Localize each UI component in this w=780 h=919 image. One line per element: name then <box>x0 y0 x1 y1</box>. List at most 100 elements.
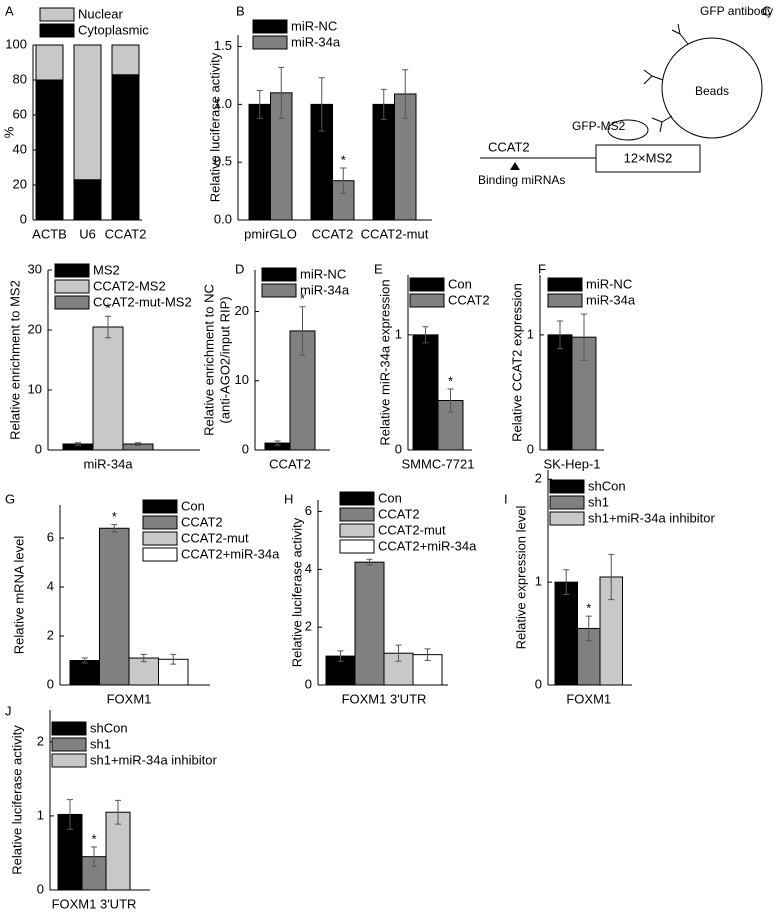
rna-text: CCAT2 <box>488 139 530 154</box>
bar <box>35 44 64 81</box>
legend-swatch <box>51 753 87 768</box>
legend-label: Con <box>181 498 205 513</box>
y-tick-label: 6 <box>47 529 54 544</box>
y-axis-label: (anti-AGO2/input RIP) <box>217 296 232 423</box>
legend-label: shCon <box>588 478 626 493</box>
x-tick-label: pmirGLO <box>244 226 297 241</box>
y-tick-label: 6 <box>305 503 312 518</box>
legend-label: miR-NC <box>300 266 346 281</box>
site-text: Binding miRNAs <box>478 173 565 187</box>
y-tick-label: 1 <box>395 326 402 341</box>
antibodies <box>643 23 689 133</box>
error-bar <box>402 69 409 119</box>
error-bar <box>91 846 97 867</box>
legend-swatch <box>409 293 445 308</box>
legend-label: CCAT2 <box>448 292 490 307</box>
legend-label: miR-NC <box>586 276 632 291</box>
error-bar <box>115 799 121 825</box>
panel-label: G <box>5 491 15 506</box>
ms2-text: 12×MS2 <box>624 150 673 165</box>
y-axis-label: % <box>1 126 16 138</box>
error-bar <box>447 388 454 413</box>
y-tick-label: 0 <box>395 441 402 456</box>
legend-label: CCAT2-MS2 <box>93 278 166 293</box>
y-tick-label: 0 <box>47 676 54 691</box>
y-axis-label: Relative expression level <box>513 505 528 649</box>
panel-label: J <box>5 703 12 718</box>
y-tick-label: 0 <box>37 881 44 896</box>
beads <box>661 37 763 139</box>
panel-label: F <box>538 261 546 276</box>
y-tick-label: 2 <box>305 619 312 634</box>
error-bar <box>105 315 111 339</box>
significance: * <box>586 601 591 616</box>
legend-label: Con <box>378 490 402 505</box>
legend-swatch <box>142 515 178 530</box>
legend-label: CCAT2 <box>378 506 420 521</box>
y-axis-label: Relative mRNA level <box>11 536 26 655</box>
bar <box>248 103 271 221</box>
legend-swatch <box>547 293 583 308</box>
legend-label: CCAT2-mut-MS2 <box>93 294 192 309</box>
bar <box>554 581 578 686</box>
y-tick-label: 2 <box>37 733 44 748</box>
legend-label: sh1+miR-34a inhibitor <box>90 752 217 767</box>
legend-label: Con <box>448 276 472 291</box>
significance: * <box>341 152 346 167</box>
x-tick-label: CCAT2 <box>269 456 311 471</box>
significance: * <box>91 831 96 846</box>
significance: * <box>300 291 305 306</box>
y-tick-label: 20 <box>235 303 249 318</box>
y-tick-label: 1.0 <box>214 96 232 111</box>
y-tick-label: 10 <box>28 381 42 396</box>
legend-label: sh1+miR-34a inhibitor <box>588 510 715 525</box>
error-bar <box>557 320 563 350</box>
bar <box>372 103 395 221</box>
bar <box>111 44 140 76</box>
error-bar <box>318 77 325 132</box>
legend-swatch <box>339 507 375 522</box>
significance: * <box>112 509 117 524</box>
legend-swatch <box>142 499 178 514</box>
error-bar <box>563 569 570 595</box>
x-tick-label: CCAT2 <box>105 226 147 241</box>
y-tick-label: 30 <box>28 261 42 276</box>
legend-swatch <box>339 523 375 538</box>
y-axis-label: Relative luciferase activity <box>207 52 222 202</box>
y-tick-label: 60 <box>13 106 27 121</box>
panel-label: H <box>284 491 293 506</box>
x-tick-label: U6 <box>79 226 96 241</box>
panel-label: I <box>504 491 508 506</box>
significance: * <box>105 301 110 316</box>
legend-swatch <box>252 19 288 34</box>
x-tick-label: miR-34a <box>83 456 133 471</box>
y-tick-label: 2 <box>535 471 542 486</box>
legend-swatch <box>39 23 75 38</box>
legend-swatch <box>142 547 178 562</box>
panel-label: E <box>374 261 383 276</box>
legend-label: sh1 <box>588 494 609 509</box>
bar <box>35 79 64 221</box>
error-bar <box>75 442 81 446</box>
y-axis-label: Relative luciferase activity <box>9 725 24 875</box>
legend-label: Nuclear <box>78 6 123 21</box>
y-tick-label: 4 <box>47 578 54 593</box>
bar <box>92 326 124 451</box>
legend-swatch <box>54 295 90 310</box>
panel: I Relative expression level 0 1 2 FOXM1 * shCon… <box>504 470 715 706</box>
antibody-text: GFP antibody <box>700 4 773 18</box>
legend-label: MS2 <box>93 262 120 277</box>
error-bar <box>366 558 373 566</box>
legend-swatch <box>339 491 375 506</box>
y-tick-label: 0.5 <box>214 154 232 169</box>
bar <box>111 74 140 221</box>
ms2-box <box>595 144 701 173</box>
legend-label: CCAT2+miR-34a <box>378 538 477 553</box>
legend-swatch <box>261 283 297 298</box>
legend-label: CCAT2-mut <box>378 522 446 537</box>
error-bar <box>299 306 306 356</box>
panel: Relative enrichment to MS2 0 10 20 30 miR-34a… <box>7 261 200 471</box>
y-tick-label: 10 <box>235 372 249 387</box>
